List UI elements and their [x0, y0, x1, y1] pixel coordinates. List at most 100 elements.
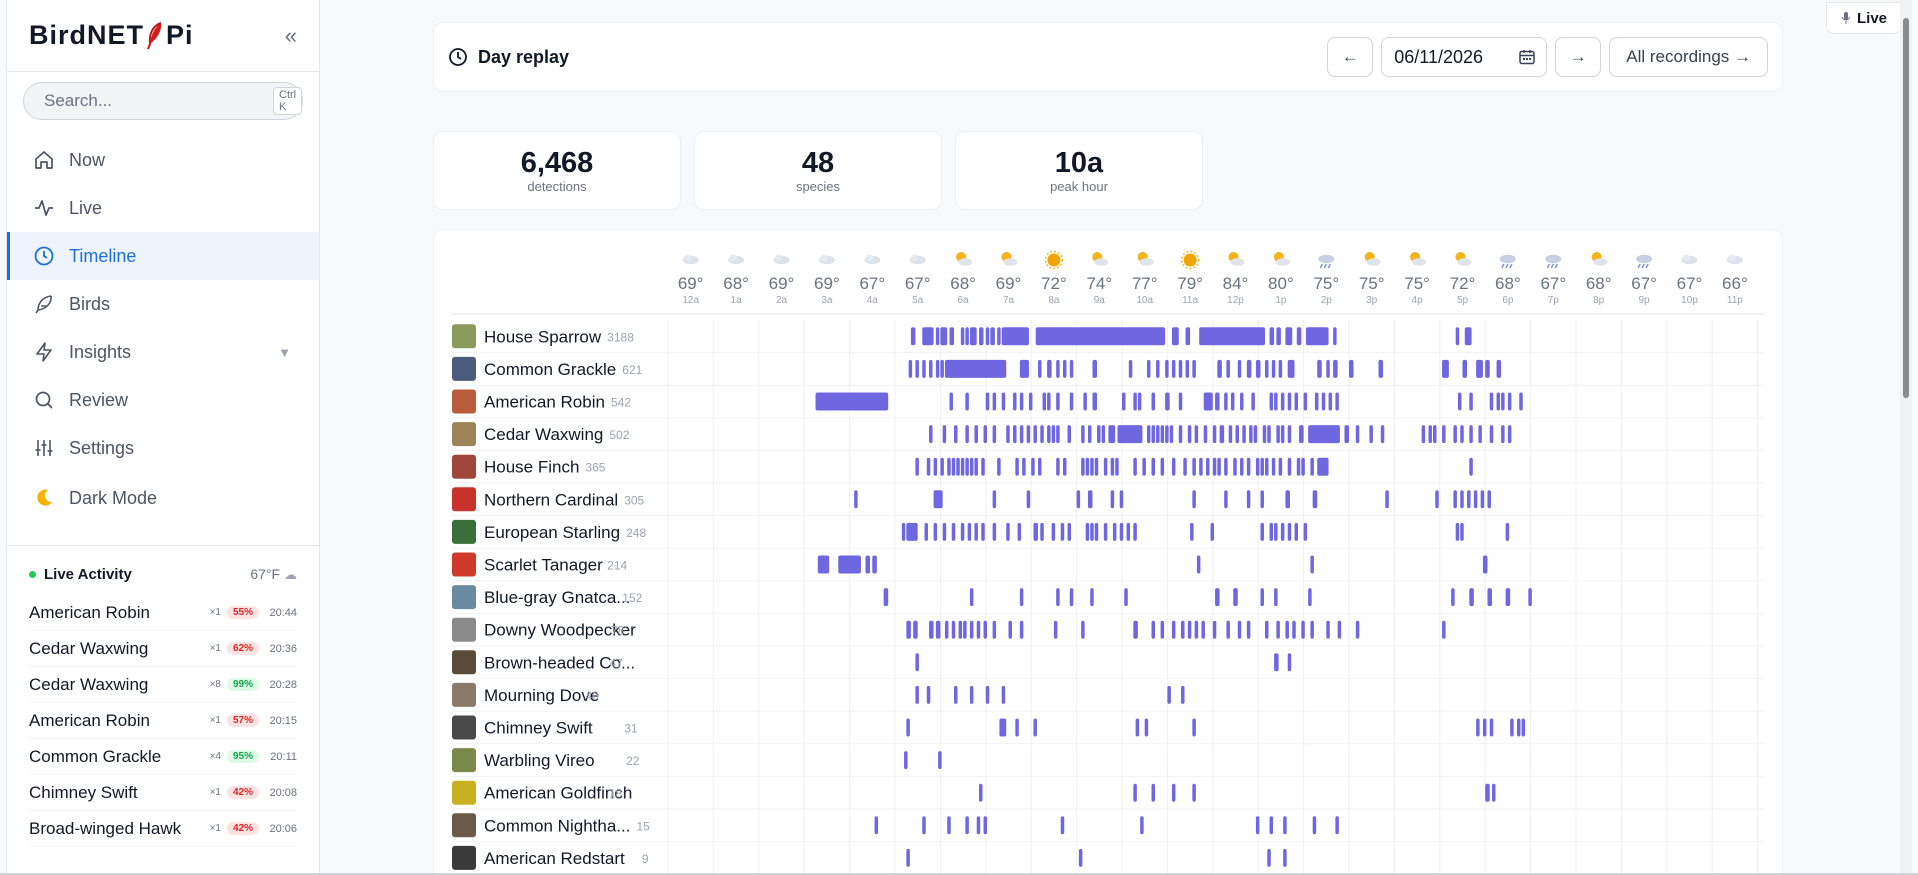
- detection-bar[interactable]: [1278, 457, 1283, 476]
- detection-bar[interactable]: [949, 392, 953, 411]
- detection-bar[interactable]: [954, 685, 958, 704]
- detection-bar[interactable]: [1355, 425, 1360, 444]
- detection-bar[interactable]: [1122, 392, 1126, 411]
- search-input[interactable]: [44, 91, 265, 111]
- detection-bar[interactable]: [985, 327, 990, 346]
- detection-bar[interactable]: [1269, 327, 1275, 346]
- detection-bar[interactable]: [1476, 359, 1483, 378]
- detection-bar[interactable]: [1482, 718, 1487, 737]
- detection-bar[interactable]: [1489, 392, 1494, 411]
- detection-bar[interactable]: [1092, 359, 1098, 378]
- detection-bar[interactable]: [1274, 392, 1278, 411]
- detection-bar[interactable]: [1013, 392, 1017, 411]
- detection-bar[interactable]: [1349, 359, 1354, 378]
- detection-bar[interactable]: [1199, 457, 1203, 476]
- detection-bar[interactable]: [1285, 327, 1293, 346]
- detection-bar[interactable]: [1178, 392, 1183, 411]
- detection-bar[interactable]: [1287, 653, 1292, 672]
- detection-bar[interactable]: [1156, 359, 1160, 378]
- detection-bar[interactable]: [1516, 718, 1521, 737]
- detection-bar[interactable]: [1487, 588, 1493, 607]
- detection-bar[interactable]: [978, 783, 983, 802]
- detection-bar[interactable]: [1467, 490, 1471, 509]
- live-activity-item[interactable]: American Robin ×1 57% 20:15: [29, 703, 297, 739]
- detection-bar[interactable]: [1469, 457, 1473, 476]
- detection-bar[interactable]: [1226, 620, 1230, 639]
- detection-bar[interactable]: [1460, 490, 1464, 509]
- chevron-down-icon[interactable]: ▼: [278, 344, 291, 360]
- detection-bar[interactable]: [1233, 457, 1237, 476]
- detection-bar[interactable]: [1267, 848, 1271, 867]
- detection-bar[interactable]: [910, 327, 916, 346]
- detection-bar[interactable]: [990, 327, 995, 346]
- detection-bar[interactable]: [1178, 359, 1183, 378]
- detection-bar[interactable]: [1067, 425, 1072, 444]
- detection-bar[interactable]: [985, 685, 990, 704]
- detection-bar[interactable]: [1119, 522, 1124, 541]
- detection-bar[interactable]: [1462, 359, 1468, 378]
- detection-bar[interactable]: [1133, 457, 1137, 476]
- detection-bar[interactable]: [1478, 425, 1482, 444]
- detection-bar[interactable]: [1019, 620, 1024, 639]
- detection-bar[interactable]: [1344, 425, 1349, 444]
- detection-bar[interactable]: [1215, 392, 1220, 411]
- detection-bar[interactable]: [1040, 522, 1044, 541]
- detection-bar[interactable]: [965, 392, 969, 411]
- detection-bar[interactable]: [1501, 425, 1505, 444]
- detection-bar[interactable]: [1215, 588, 1220, 607]
- detection-bar[interactable]: [1194, 425, 1199, 444]
- detection-bar[interactable]: [1151, 425, 1156, 444]
- detection-bar[interactable]: [1480, 490, 1485, 509]
- detection-bar[interactable]: [1274, 522, 1278, 541]
- detection-bar[interactable]: [1328, 392, 1333, 411]
- detection-bar[interactable]: [969, 327, 977, 346]
- detection-bar[interactable]: [1078, 848, 1083, 867]
- detection-bar[interactable]: [1265, 620, 1269, 639]
- detection-bar[interactable]: [985, 392, 990, 411]
- detection-bar[interactable]: [1235, 425, 1240, 444]
- calendar-icon[interactable]: [1518, 48, 1536, 66]
- detection-bar[interactable]: [1171, 620, 1176, 639]
- detection-bar[interactable]: [1421, 425, 1426, 444]
- detection-bar[interactable]: [933, 457, 938, 476]
- nav-item-live[interactable]: Live: [7, 184, 319, 232]
- detection-bar[interactable]: [949, 327, 955, 346]
- detection-bar[interactable]: [1047, 425, 1051, 444]
- detection-bar[interactable]: [965, 327, 969, 346]
- detection-bar[interactable]: [940, 359, 944, 378]
- detection-bar[interactable]: [817, 555, 830, 574]
- detection-bar[interactable]: [1117, 425, 1143, 444]
- detection-bar[interactable]: [1455, 327, 1460, 346]
- detection-bar[interactable]: [1217, 457, 1221, 476]
- detection-bar[interactable]: [944, 359, 1007, 378]
- detection-bar[interactable]: [947, 457, 951, 476]
- detection-bar[interactable]: [1326, 620, 1330, 639]
- collapse-sidebar-icon[interactable]: «: [284, 22, 297, 48]
- species-name[interactable]: European Starling: [484, 523, 620, 542]
- detection-bar[interactable]: [1369, 425, 1373, 444]
- detection-bar[interactable]: [1151, 457, 1156, 476]
- detection-bar[interactable]: [926, 457, 931, 476]
- detection-bar[interactable]: [1103, 457, 1108, 476]
- detection-bar[interactable]: [1285, 620, 1289, 639]
- detection-bar[interactable]: [1510, 718, 1514, 737]
- detection-bar[interactable]: [1022, 457, 1026, 476]
- detection-bar[interactable]: [1317, 457, 1329, 476]
- species-name[interactable]: American Goldfinch: [484, 784, 632, 803]
- detection-bar[interactable]: [1097, 425, 1101, 444]
- detection-bar[interactable]: [1505, 522, 1510, 541]
- previous-day-button[interactable]: ←: [1327, 37, 1374, 77]
- detection-bar[interactable]: [1489, 718, 1494, 737]
- detection-bar[interactable]: [1187, 425, 1192, 444]
- detection-bar[interactable]: [960, 457, 965, 476]
- detection-bar[interactable]: [1201, 620, 1205, 639]
- detection-bar[interactable]: [951, 457, 956, 476]
- nav-item-timeline[interactable]: Timeline: [7, 232, 319, 280]
- detection-bar[interactable]: [1167, 685, 1171, 704]
- detection-bar[interactable]: [1035, 327, 1166, 346]
- detection-bar[interactable]: [874, 816, 879, 835]
- detection-bar[interactable]: [1047, 359, 1052, 378]
- detection-bar[interactable]: [1485, 359, 1490, 378]
- detection-bar[interactable]: [983, 425, 988, 444]
- detection-bar[interactable]: [1294, 392, 1299, 411]
